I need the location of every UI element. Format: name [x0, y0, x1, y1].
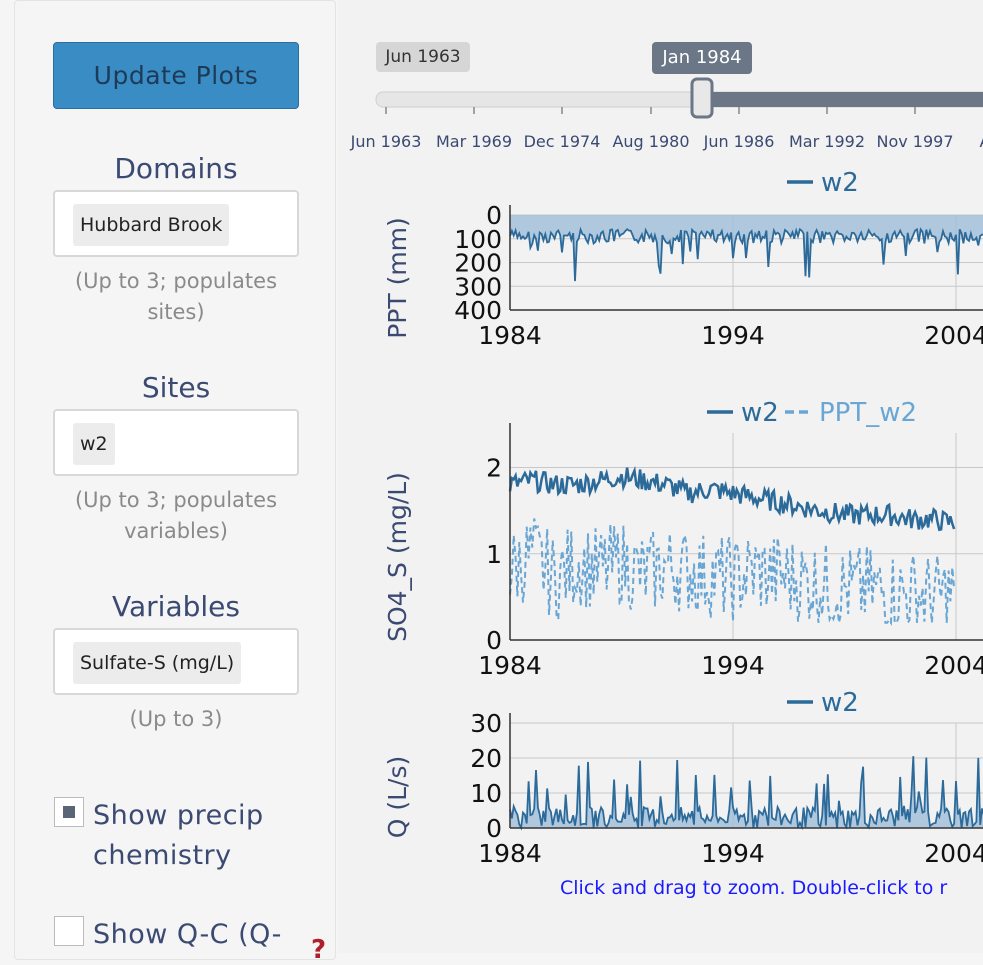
precip-chemistry-checkbox[interactable] — [54, 797, 84, 827]
y-tick-label: 30 — [470, 709, 502, 738]
update-plots-button[interactable]: Update Plots — [53, 42, 299, 109]
variables-select[interactable]: Sulfate-S (mg/L) — [53, 628, 299, 695]
x-tick-label: 1984 — [478, 839, 542, 868]
y-tick-label: 300 — [454, 272, 502, 301]
chart-2[interactable]: 0 1 2 1984 1994 2004 SO4_S (mg/L) w2 PPT_w2 — [383, 398, 983, 680]
y-tick-label: 1 — [486, 540, 502, 569]
slider-tick-label: Jun 1986 — [703, 132, 775, 151]
slider-current-label: Jan 1984 — [661, 47, 741, 68]
sites-select[interactable]: w2 — [53, 409, 299, 476]
y-axis-label: PPT (mm) — [383, 217, 412, 339]
precip-chemistry-label[interactable]: Show precip chemistry — [93, 800, 264, 871]
slider-handle[interactable] — [690, 77, 714, 119]
zoom-hint: Click and drag to zoom. Double-click to … — [560, 877, 947, 899]
slider-ticks: Jun 1963 Mar 1969 Dec 1974 Aug 1980 Jun 1986… — [350, 107, 983, 151]
domains-select[interactable]: Hubbard Brook — [53, 190, 299, 257]
series-line-PPT_w2[interactable] — [509, 518, 956, 627]
variables-label: Variables — [112, 590, 240, 623]
legend-label[interactable]: w2 — [821, 168, 859, 198]
legend-label[interactable]: w2 — [741, 398, 779, 428]
legend-label[interactable]: w2 — [821, 688, 859, 718]
slider-tick-label: Aug 1980 — [612, 132, 689, 151]
variable-chip[interactable]: Sulfate-S (mg/L) — [73, 642, 242, 684]
slider-tick-label: Mar 1992 — [789, 132, 865, 151]
slider-current-label-bg — [652, 42, 752, 74]
y-tick-label: 20 — [470, 744, 502, 773]
slider-min-label-bg — [376, 42, 470, 72]
sites-label: Sites — [141, 371, 211, 404]
sites-help: (Up to 3; populates variables) — [74, 488, 278, 543]
variables-help: (Up to 3) — [129, 707, 223, 731]
y-tick-label: 0 — [486, 626, 502, 655]
y-tick-label: 0 — [486, 201, 502, 230]
slider-tick-label: Nov 1997 — [876, 132, 953, 151]
y-tick-label: 400 — [454, 296, 502, 325]
main-panel — [338, 0, 983, 953]
y-tick-label: 2 — [486, 454, 502, 483]
slider-tick-label: Jun 1963 — [350, 132, 422, 151]
y-tick-label: 200 — [454, 249, 502, 278]
y-axis-label: SO4_S (mg/L) — [383, 472, 412, 642]
domain-chip[interactable]: Hubbard Brook — [73, 204, 230, 246]
x-tick-label: 1994 — [701, 321, 765, 350]
qc-checkbox[interactable] — [54, 916, 84, 946]
x-tick-label: 2004 — [924, 321, 983, 350]
x-tick-label: 2004 — [924, 839, 983, 868]
domains-label: Domains — [114, 152, 238, 185]
chart-3[interactable]: 0 10 20 30 1984 1994 2004 Q (L/s) w2 — [383, 688, 983, 868]
qc-label[interactable]: Show Q-C (Q- — [93, 919, 282, 950]
site-chip[interactable]: w2 — [73, 423, 115, 465]
slider-tick-label: Au — [979, 132, 983, 151]
x-tick-label: 1994 — [701, 839, 765, 868]
y-tick-label: 0 — [486, 814, 502, 843]
x-tick-label: 1984 — [478, 651, 542, 680]
series-line-w2[interactable] — [509, 226, 983, 282]
y-tick-label: 10 — [470, 779, 502, 808]
x-tick-label: 1994 — [701, 651, 765, 680]
slider-tick-label: Mar 1969 — [436, 132, 512, 151]
slider-min-label: Jun 1963 — [384, 47, 460, 67]
x-tick-label: 1984 — [478, 321, 542, 350]
y-tick-label: 100 — [454, 225, 502, 254]
slider-selected-range — [702, 92, 983, 107]
domains-help: (Up to 3; populates sites) — [74, 269, 278, 324]
legend-label[interactable]: PPT_w2 — [819, 398, 917, 428]
slider-tick-label: Dec 1974 — [524, 132, 601, 151]
date-range-slider[interactable]: Jun 1963 Jan 1984 Jun 1963 Mar 1969 Dec 19… — [350, 42, 983, 151]
y-axis-label: Q (L/s) — [383, 756, 412, 839]
series-line-w2[interactable] — [508, 466, 956, 532]
x-tick-label: 2004 — [924, 651, 983, 680]
